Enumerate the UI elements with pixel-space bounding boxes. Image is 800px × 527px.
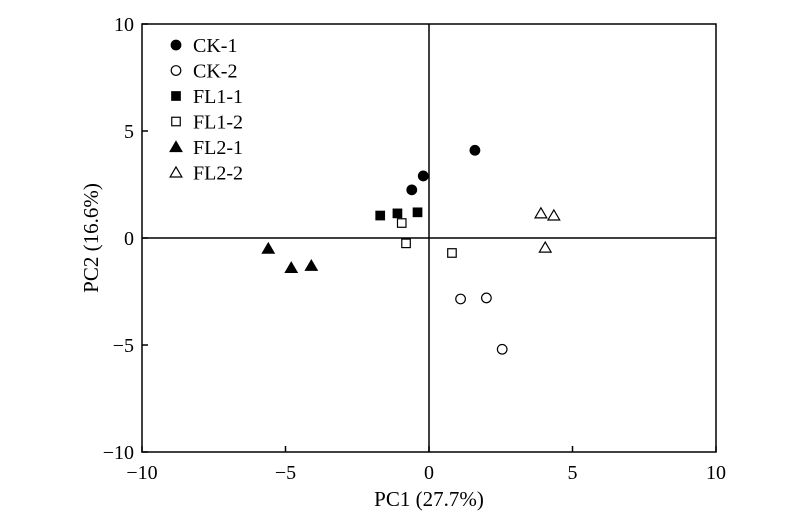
legend-marker-fl2-1 (169, 140, 183, 153)
point-fl2-1 (304, 259, 319, 271)
point-ck-1 (417, 170, 429, 182)
legend: CK-1 CK-2 FL1-1 FL1-2 FL2-1 FL2-2 (169, 35, 243, 185)
point-fl2-2 (546, 208, 561, 221)
y-axis-title: PC2 (16.6%) (79, 183, 103, 293)
x-tick-label: 5 (568, 462, 578, 484)
legend-marker-fl1-1 (171, 91, 181, 101)
y-tick-label: 5 (124, 121, 134, 143)
point-ck-1 (406, 184, 418, 196)
point-fl2-2 (534, 206, 548, 219)
point-ck-2 (496, 343, 508, 355)
x-axis-title: PC1 (27.7%) (374, 487, 484, 511)
legend-label-fl1-1: FL1-1 (193, 86, 243, 108)
legend-label-ck-1: CK-1 (193, 35, 237, 57)
point-ck-1 (469, 144, 481, 156)
y-tick-label: −5 (113, 335, 134, 357)
point-fl1-2 (401, 238, 411, 249)
data-points (261, 144, 561, 355)
legend-label-fl1-2: FL1-2 (193, 112, 243, 134)
reference-lines (142, 24, 716, 452)
x-tick-label: 0 (424, 462, 434, 484)
point-fl1-2 (396, 218, 407, 228)
point-fl2-1 (261, 241, 276, 254)
point-fl2-1 (284, 261, 299, 274)
point-fl1-1 (412, 207, 423, 218)
y-tick-label: 10 (114, 14, 134, 36)
point-fl1-2 (447, 248, 457, 258)
point-fl2-2 (538, 240, 553, 253)
legend-label-ck-2: CK-2 (193, 61, 237, 83)
legend-marker-fl1-2 (171, 116, 181, 127)
legend-marker-ck-1 (170, 39, 182, 51)
point-ck-2 (455, 293, 466, 305)
axis-ticks (141, 23, 717, 453)
x-tick-label: −10 (126, 462, 157, 484)
point-fl1-1 (392, 208, 403, 219)
y-tick-label: −10 (103, 442, 134, 464)
tick-labels: −10 −5 0 5 10 −10 −5 0 5 10 (103, 14, 726, 484)
y-tick-label: 0 (124, 228, 134, 250)
legend-marker-fl2-2 (169, 165, 183, 178)
x-tick-label: −5 (275, 462, 296, 484)
point-ck-2 (481, 292, 492, 304)
legend-marker-ck-2 (170, 65, 182, 76)
legend-label-fl2-2: FL2-2 (193, 163, 243, 185)
point-fl1-1 (375, 210, 386, 221)
x-tick-label: 10 (706, 462, 726, 484)
legend-label-fl2-1: FL2-1 (193, 137, 243, 159)
